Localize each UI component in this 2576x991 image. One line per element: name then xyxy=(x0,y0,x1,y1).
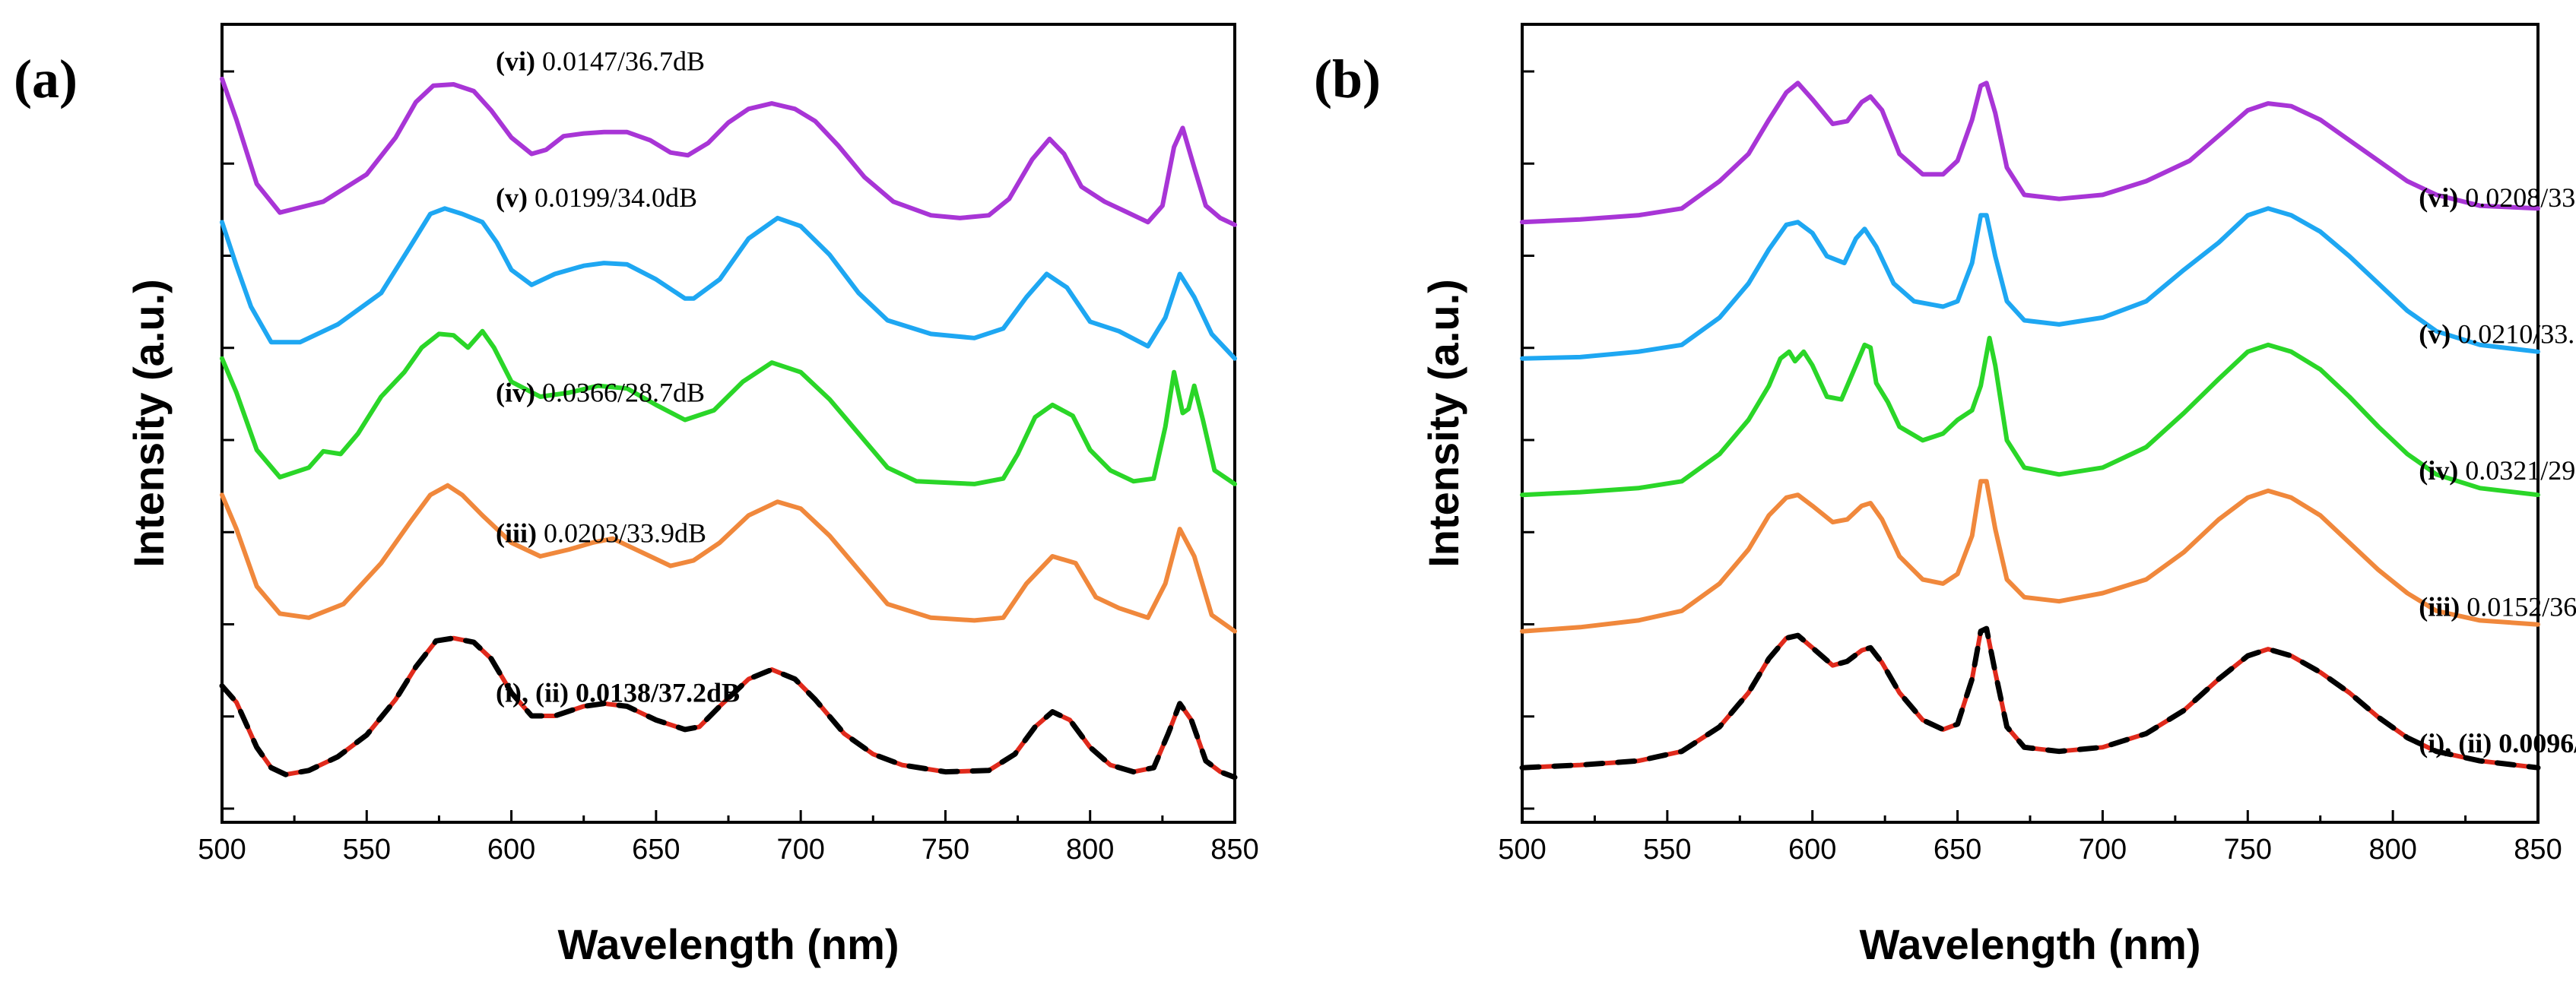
annotation-roman: (iv) xyxy=(496,378,542,408)
x-tick-label: 700 xyxy=(2079,834,2127,866)
series-line-vi xyxy=(1520,81,2540,225)
series-annotation: (i), (ii) 0.0138/37.2dB xyxy=(496,677,740,708)
annotation-value: 0.0366/28.7dB xyxy=(542,378,705,408)
x-tick-label: 500 xyxy=(1498,834,1546,866)
x-tick-label: 650 xyxy=(1934,834,1981,866)
series-annotation: (vi) 0.0208/33.6dB xyxy=(2419,182,2576,213)
panel-b: 500 550 600 650 700 750 800 850 Wavelength (nm) I… xyxy=(1314,23,2576,968)
series-line-ii xyxy=(1519,625,2541,771)
y-axis-title: Intensity (a.u.) xyxy=(1420,279,1467,568)
annotation-value: 0.0096/40.4dB xyxy=(2498,728,2576,758)
panel-label: (b) xyxy=(1314,49,1381,109)
annotation-roman: (i), (ii) xyxy=(496,677,576,708)
series-annotation: (iv) 0.0366/28.7dB xyxy=(496,378,705,408)
annotation-roman: (vi) xyxy=(496,46,542,76)
annotation-roman: (v) xyxy=(2419,318,2457,349)
series-line-v xyxy=(1520,206,2540,361)
annotation-value: 0.0199/34.0dB xyxy=(535,182,697,213)
x-axis-title: Wavelength (nm) xyxy=(557,920,899,968)
x-tick-label: 600 xyxy=(1788,834,1836,866)
x-tick-label: 800 xyxy=(2368,834,2416,866)
annotation-roman: (iv) xyxy=(2419,455,2465,486)
annotation-value: 0.0208/33.6dB xyxy=(2465,182,2576,213)
annotation-roman: (v) xyxy=(496,182,535,213)
series-annotation: (i), (ii) 0.0096/40.4dB xyxy=(2419,728,2576,758)
series-annotation: (iii) 0.0152/36.3dB xyxy=(2419,591,2576,622)
panel-a: 500 550 600 650 700 750 800 850 Wavelength (nm) I… xyxy=(14,23,1259,968)
plot-frame xyxy=(1521,23,2540,824)
series-line-iv xyxy=(1520,335,2540,498)
x-tick-label: 700 xyxy=(776,834,824,866)
series-line-iii xyxy=(220,483,1237,634)
annotation-roman: (iii) xyxy=(2419,591,2467,622)
x-tick-label: 550 xyxy=(1643,834,1691,866)
series-annotation: (vi) 0.0147/36.7dB xyxy=(496,46,705,76)
series-line-vi xyxy=(220,76,1237,227)
annotation-roman: (vi) xyxy=(2419,182,2465,213)
series-line-iii xyxy=(1520,479,2540,634)
x-tick-label: 800 xyxy=(1066,834,1114,866)
x-tick-label: 650 xyxy=(632,834,680,866)
y-axis-title: Intensity (a.u.) xyxy=(125,279,173,568)
series-annotation: (v) 0.0210/33.5dB xyxy=(2419,318,2576,349)
annotation-value: 0.0321/29.9dB xyxy=(2465,455,2576,486)
annotation-value: 0.0138/37.2dB xyxy=(576,677,740,708)
series-line-v xyxy=(220,206,1237,361)
x-tick-label: 750 xyxy=(2224,834,2272,866)
x-axis-title: Wavelength (nm) xyxy=(1859,920,2200,968)
series-annotation: (iii) 0.0203/33.9dB xyxy=(496,518,706,548)
x-tick-label: 500 xyxy=(198,834,246,866)
annotation-value: 0.0152/36.3dB xyxy=(2467,591,2576,622)
annotation-roman: (iii) xyxy=(496,518,544,548)
series-annotation: (v) 0.0199/34.0dB xyxy=(496,182,697,213)
series-line-iv xyxy=(220,328,1237,486)
x-tick-label: 550 xyxy=(343,834,391,866)
x-tick-label: 750 xyxy=(922,834,969,866)
annotation-value: 0.0203/33.9dB xyxy=(544,518,706,548)
x-tick-label: 850 xyxy=(1210,834,1258,866)
x-tick-label: 600 xyxy=(487,834,535,866)
x-tick-label: 850 xyxy=(2514,834,2562,866)
annotation-roman: (i), (ii) xyxy=(2419,728,2498,758)
series-line-ii xyxy=(219,635,1238,780)
panel-label: (a) xyxy=(14,49,78,109)
series-annotation: (iv) 0.0321/29.9dB xyxy=(2419,455,2576,486)
annotation-value: 0.0147/36.7dB xyxy=(542,46,705,76)
annotation-value: 0.0210/33.5dB xyxy=(2457,318,2576,349)
